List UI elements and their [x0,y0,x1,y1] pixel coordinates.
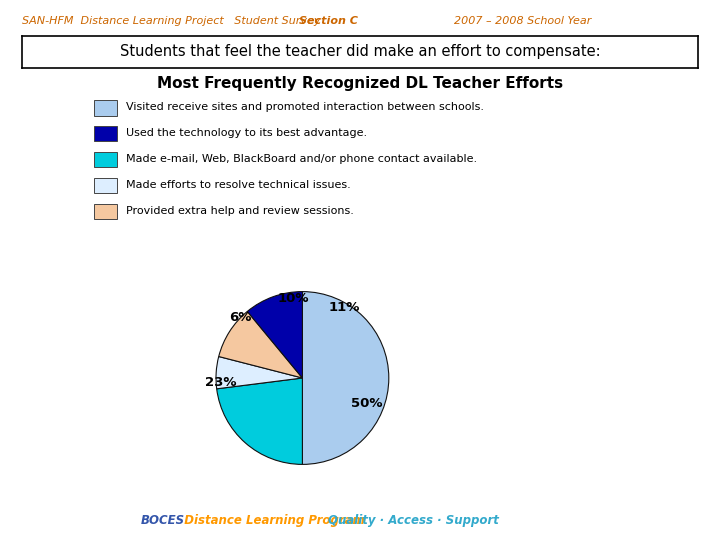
Text: 23%: 23% [204,376,236,389]
Text: 2007 – 2008 School Year: 2007 – 2008 School Year [454,16,591,26]
Text: Visited receive sites and promoted interaction between schools.: Visited receive sites and promoted inter… [126,103,484,112]
Text: Provided extra help and review sessions.: Provided extra help and review sessions. [126,206,354,216]
Text: Most Frequently Recognized DL Teacher Efforts: Most Frequently Recognized DL Teacher Ef… [157,76,563,91]
Text: 6%: 6% [229,311,251,324]
Wedge shape [248,292,302,378]
Text: SAN-HFM  Distance Learning Project   Student Survey: SAN-HFM Distance Learning Project Studen… [22,16,320,26]
Wedge shape [216,356,302,389]
Text: Made e-mail, Web, BlackBoard and/or phone contact available.: Made e-mail, Web, BlackBoard and/or phon… [126,154,477,164]
Text: 11%: 11% [328,301,359,314]
Text: Section C: Section C [299,16,358,26]
Text: Distance Learning Program: Distance Learning Program [176,514,374,527]
Text: 50%: 50% [351,397,383,410]
Text: Made efforts to resolve technical issues.: Made efforts to resolve technical issues… [126,180,351,190]
Text: BOCES: BOCES [140,514,184,527]
Wedge shape [219,312,302,378]
Wedge shape [302,292,389,464]
Text: Students that feel the teacher did make an effort to compensate:: Students that feel the teacher did make … [120,44,600,59]
Text: Used the technology to its best advantage.: Used the technology to its best advantag… [126,129,367,138]
Wedge shape [217,378,302,464]
Text: Quality · Access · Support: Quality · Access · Support [328,514,498,527]
Text: 10%: 10% [278,292,310,305]
